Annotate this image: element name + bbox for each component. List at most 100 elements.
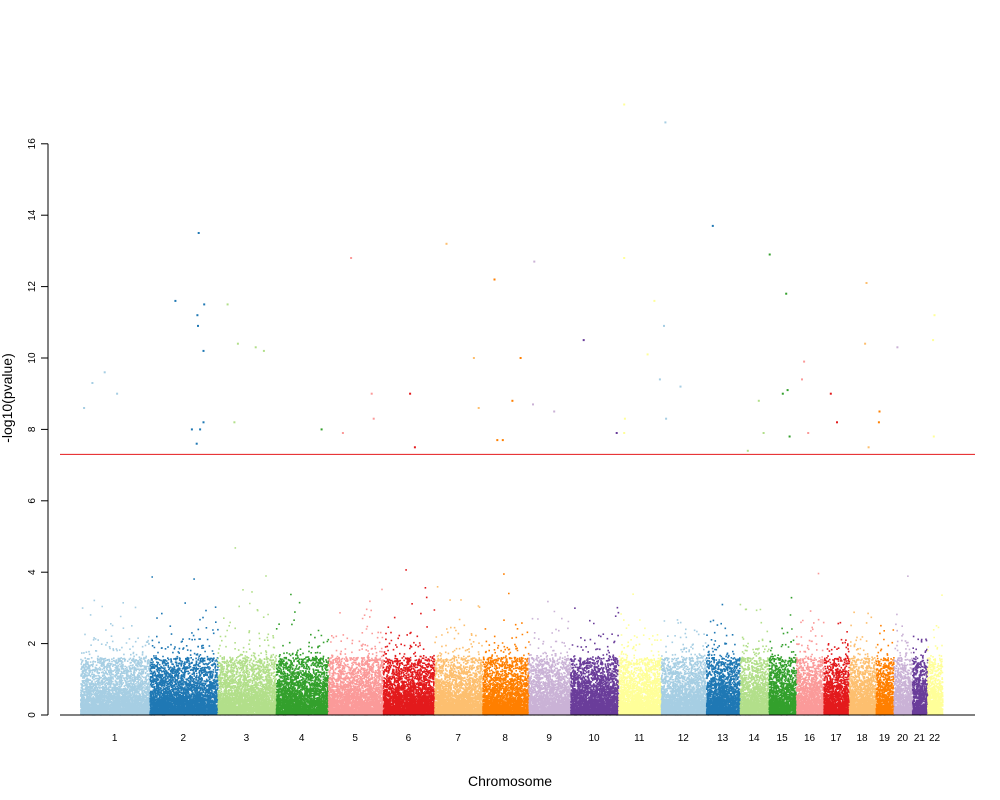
x-tick-label-chr14: 14 <box>748 733 760 744</box>
data-point-chr9-35 <box>532 403 534 406</box>
data-point-chr14-52 <box>757 399 760 402</box>
y-tick-label-6: 6 <box>27 498 38 504</box>
data-point-chr3-18 <box>233 421 236 424</box>
data-point-chr18-66 <box>867 446 870 449</box>
data-point-chr12-45 <box>664 121 667 124</box>
chromosome-points-20 <box>893 575 914 716</box>
data-point-chr5-23 <box>341 432 344 434</box>
data-point-chr12-47 <box>658 378 661 381</box>
data-point-chr18-65 <box>864 342 867 345</box>
chromosome-points-18 <box>848 611 877 716</box>
x-tick-label-chr19: 19 <box>879 733 891 744</box>
data-point-chr2-12 <box>202 421 205 424</box>
data-point-chr17-62 <box>829 392 832 395</box>
data-point-chr7-28 <box>477 407 480 409</box>
x-tick-label-chr8: 8 <box>502 733 508 744</box>
data-point-chr3-16 <box>254 346 257 349</box>
chromosome-points-14 <box>739 603 770 716</box>
data-point-chr8-31 <box>496 439 499 442</box>
data-point-chr3-15 <box>236 342 239 345</box>
data-point-chr2-6 <box>196 314 199 317</box>
data-point-chr10-38 <box>615 432 618 434</box>
chromosome-points-8 <box>482 573 530 716</box>
data-point-chr16-61 <box>807 432 810 434</box>
data-point-chr6-24 <box>409 392 412 395</box>
y-tick-label-10: 10 <box>27 352 38 364</box>
points-layer <box>80 547 944 716</box>
data-point-chr5-20 <box>350 257 353 259</box>
chromosome-points-12 <box>660 619 708 716</box>
chromosome-points-19 <box>875 624 895 716</box>
x-tick-label-chr6: 6 <box>406 733 412 744</box>
data-point-chr8-32 <box>501 439 504 442</box>
data-point-chr2-5 <box>197 232 200 234</box>
x-tick-label-chr22: 22 <box>929 733 941 744</box>
data-point-chr11-44 <box>653 299 656 302</box>
chromosome-points-6 <box>382 569 436 716</box>
chromosome-points-4 <box>275 593 330 716</box>
data-point-chr16-59 <box>803 360 806 363</box>
y-tick-label-14: 14 <box>27 209 38 221</box>
data-point-chr2-13 <box>195 442 198 445</box>
chromosome-points-17 <box>823 621 851 716</box>
chromosome-points-9 <box>528 600 572 716</box>
y-tick-label-8: 8 <box>27 426 38 432</box>
data-point-chr12-46 <box>663 324 665 327</box>
x-tick-label-chr12: 12 <box>678 733 690 744</box>
data-point-chr7-27 <box>472 357 475 359</box>
data-point-chr15-57 <box>786 389 789 392</box>
data-point-chr22-71 <box>932 339 935 342</box>
y-axis-title: -log10(pvalue) <box>0 353 15 443</box>
data-point-chr14-53 <box>762 432 765 434</box>
data-point-chr11-43 <box>646 353 649 356</box>
data-point-chr2-10 <box>190 428 193 431</box>
data-point-chr9-36 <box>553 410 556 413</box>
chromosome-points-10 <box>570 606 620 716</box>
x-tick-label-chr20: 20 <box>897 733 909 744</box>
chromosome-points-11 <box>618 593 663 716</box>
chromosome-points-5 <box>327 588 385 716</box>
chromosome-points-15 <box>768 596 798 716</box>
data-point-chr3-14 <box>226 303 229 306</box>
data-point-chr19-68 <box>877 421 880 424</box>
data-point-chr8-30 <box>511 399 514 402</box>
data-point-chr4-19 <box>320 428 323 431</box>
data-point-chr15-58 <box>788 435 791 438</box>
data-point-chr6-25 <box>413 446 416 449</box>
x-tick-label-chr16: 16 <box>804 733 816 744</box>
data-point-chr15-54 <box>768 253 771 256</box>
x-tick-label-chr5: 5 <box>352 733 358 744</box>
x-tick-label-chr9: 9 <box>546 733 552 744</box>
data-point-chr11-42 <box>623 432 626 434</box>
data-point-chr2-11 <box>199 428 202 431</box>
y-tick-label-2: 2 <box>27 640 38 646</box>
data-point-chr13-50 <box>711 224 714 227</box>
data-point-chr2-4 <box>174 299 177 302</box>
x-tick-label-chr17: 17 <box>830 733 842 744</box>
data-point-chr2-9 <box>202 349 205 352</box>
y-tick-label-4: 4 <box>27 569 38 575</box>
x-tick-label-chr18: 18 <box>856 733 868 744</box>
data-point-chr17-63 <box>836 421 838 424</box>
data-point-chr1-2 <box>103 371 106 374</box>
notable-points-layer <box>83 103 936 452</box>
chromosome-points-2 <box>149 576 219 716</box>
chromosome-points-3 <box>217 547 278 716</box>
data-point-chr15-56 <box>781 392 784 395</box>
chromosome-points-16 <box>795 572 825 716</box>
chromosome-points-21 <box>911 635 929 716</box>
data-point-chr9-34 <box>533 260 536 263</box>
data-point-chr11-40 <box>623 257 626 259</box>
data-point-chr15-55 <box>785 292 788 295</box>
chromosome-points-1 <box>80 599 151 716</box>
data-point-chr11-39 <box>623 103 626 106</box>
x-tick-label-chr13: 13 <box>717 733 729 744</box>
chromosome-points-22 <box>926 594 944 716</box>
data-point-chr11-41 <box>623 417 626 420</box>
data-point-chr1-0 <box>83 407 86 409</box>
data-point-chr14-51 <box>746 449 749 452</box>
data-point-chr22-72 <box>932 435 935 438</box>
data-point-chr10-37 <box>582 339 585 342</box>
